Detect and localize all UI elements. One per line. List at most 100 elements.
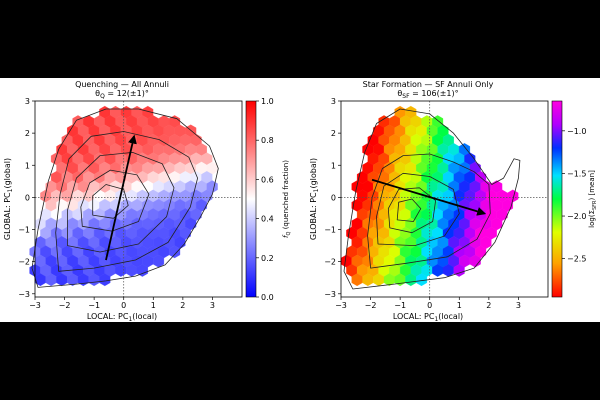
x-tick-label: −3 bbox=[335, 301, 347, 310]
colorbar-tick-label: −1.5 bbox=[567, 169, 586, 178]
x-ticks: −3 −2 −1 0 1 2 3 bbox=[29, 297, 215, 310]
subtitle-value: = 106(±1)° bbox=[410, 89, 459, 98]
y-tick-label: 0 bbox=[25, 193, 30, 202]
density-contour-4 bbox=[387, 187, 437, 234]
hexbin-cell bbox=[99, 273, 111, 287]
colorbar-gradient bbox=[245, 100, 257, 298]
hexbin-cell bbox=[416, 273, 428, 287]
x-label-rest: (local) bbox=[132, 312, 157, 321]
chart-subtitle: θQ = 12(±1)° bbox=[95, 89, 149, 100]
colorbar-ticks: 1.0 0.8 0.6 0.4 0.2 0.0 bbox=[256, 97, 274, 302]
trend-arrow bbox=[105, 134, 137, 261]
colorbar-label-rest: ) [mean] bbox=[588, 170, 596, 201]
chart-title: Quenching — All Annuli bbox=[75, 80, 169, 89]
colorbar-tick-label: 0.0 bbox=[261, 293, 274, 302]
x-tick-label: −2 bbox=[365, 301, 377, 310]
trend-arrow bbox=[371, 178, 487, 216]
x-tick-label: 1 bbox=[151, 301, 156, 310]
y-axis-label: GLOBAL: PC1(global) bbox=[3, 158, 14, 240]
y-tick-label: 1 bbox=[25, 161, 30, 170]
colorbar: −1.0 −1.5 −2.0 −2.5 log(ΣSFR) [mean] bbox=[551, 100, 598, 298]
x-tick-label: 2 bbox=[486, 301, 491, 310]
subtitle-subscript: Q bbox=[100, 93, 105, 100]
subtitle-symbol: θ bbox=[95, 89, 100, 98]
contour-layer bbox=[343, 108, 521, 290]
x-label-subscript: 1 bbox=[128, 316, 132, 323]
y-tick-label: 1 bbox=[331, 161, 336, 170]
y-tick-label: 3 bbox=[25, 97, 30, 106]
density-contour-4 bbox=[80, 169, 150, 232]
density-contour-2 bbox=[55, 131, 199, 272]
chart-quenching: Quenching — All Annuli θQ = 12(±1)° −3 −2… bbox=[3, 80, 292, 323]
y-tick-label: −3 bbox=[18, 290, 30, 299]
x-tick-label: 3 bbox=[210, 301, 215, 310]
plot-border bbox=[34, 100, 243, 298]
y-tick-label: −1 bbox=[18, 226, 30, 235]
y-label-main: GLOBAL: PC bbox=[3, 192, 12, 240]
colorbar-tick-label: −2.5 bbox=[567, 255, 586, 264]
colorbar-label-subscript: SFR bbox=[592, 200, 598, 210]
colorbar-tick-label: −2.0 bbox=[567, 212, 586, 221]
x-axis-label: LOCAL: PC1(local) bbox=[393, 312, 463, 323]
colorbar-label: fQ (quenched fraction) bbox=[282, 160, 292, 238]
reference-lines bbox=[35, 101, 242, 297]
y-label-rest: (global) bbox=[3, 158, 12, 189]
y-label-rest: (global) bbox=[309, 158, 318, 189]
hexbin-cell bbox=[136, 264, 148, 277]
hexbin-layer bbox=[340, 105, 519, 287]
colorbar-tick-label: −1.0 bbox=[567, 127, 586, 136]
colorbar-tick-label: 0.8 bbox=[261, 136, 274, 145]
y-ticks: 3 2 1 0 −1 −2 −3 bbox=[324, 97, 341, 299]
x-tick-label: 2 bbox=[180, 301, 185, 310]
colorbar-gradient bbox=[551, 100, 563, 298]
x-tick-label: 1 bbox=[457, 301, 462, 310]
y-tick-label: 0 bbox=[331, 193, 336, 202]
x-label-subscript: 1 bbox=[434, 316, 438, 323]
x-tick-label: −1 bbox=[88, 301, 100, 310]
colorbar-label-main: log(Σ bbox=[588, 210, 596, 228]
colorbar: 1.0 0.8 0.6 0.4 0.2 0.0 fQ (quenched fraction… bbox=[245, 97, 292, 302]
y-label-subscript: 1 bbox=[7, 188, 14, 192]
y-tick-label: 3 bbox=[331, 97, 336, 106]
density-contour-1 bbox=[343, 108, 521, 290]
x-label-main: LOCAL: PC bbox=[87, 312, 129, 321]
subtitle-symbol: θ bbox=[397, 89, 402, 98]
colorbar-tick-label: 1.0 bbox=[261, 97, 274, 106]
contour-layer bbox=[31, 108, 219, 288]
x-tick-label: −1 bbox=[394, 301, 406, 310]
density-contour-5 bbox=[92, 184, 129, 219]
density-contour-5 bbox=[396, 198, 422, 222]
colorbar-tick-label: 0.6 bbox=[261, 175, 274, 184]
colorbar-ticks: −1.0 −1.5 −2.0 −2.5 bbox=[562, 127, 586, 264]
subtitle-value: = 12(±1)° bbox=[105, 89, 149, 98]
x-tick-label: 0 bbox=[121, 301, 126, 310]
colorbar-tick-label: 0.2 bbox=[261, 254, 274, 263]
chart-title: Star Formation — SF Annuli Only bbox=[363, 80, 494, 89]
y-tick-label: 2 bbox=[25, 129, 30, 138]
x-axis-label: LOCAL: PC1(local) bbox=[87, 312, 157, 323]
x-tick-label: −2 bbox=[59, 301, 71, 310]
colorbar-label-subscript: Q bbox=[286, 231, 292, 235]
colorbar-label-rest: (quenched fraction) bbox=[282, 160, 290, 232]
y-tick-label: −2 bbox=[18, 258, 30, 267]
y-label-main: GLOBAL: PC bbox=[309, 192, 318, 240]
plot-border bbox=[340, 100, 549, 298]
y-tick-label: −2 bbox=[324, 258, 336, 267]
x-label-main: LOCAL: PC bbox=[393, 312, 435, 321]
x-label-rest: (local) bbox=[438, 312, 463, 321]
chart-star-formation: Star Formation — SF Annuli Only θSF = 10… bbox=[309, 80, 598, 323]
x-tick-label: −3 bbox=[29, 301, 41, 310]
y-tick-label: −1 bbox=[324, 226, 336, 235]
colorbar-label: log(ΣSFR) [mean] bbox=[588, 170, 598, 228]
density-contour-3 bbox=[376, 172, 460, 247]
x-tick-label: 0 bbox=[427, 301, 432, 310]
x-ticks: −3 −2 −1 0 1 2 3 bbox=[335, 297, 521, 310]
y-tick-label: 2 bbox=[331, 129, 336, 138]
x-tick-label: 3 bbox=[516, 301, 521, 310]
colorbar-label-main: f bbox=[282, 234, 290, 238]
y-tick-label: −3 bbox=[324, 290, 336, 299]
y-label-subscript: 1 bbox=[313, 188, 320, 192]
y-axis-label: GLOBAL: PC1(global) bbox=[309, 158, 320, 240]
density-contour-3 bbox=[67, 151, 175, 253]
